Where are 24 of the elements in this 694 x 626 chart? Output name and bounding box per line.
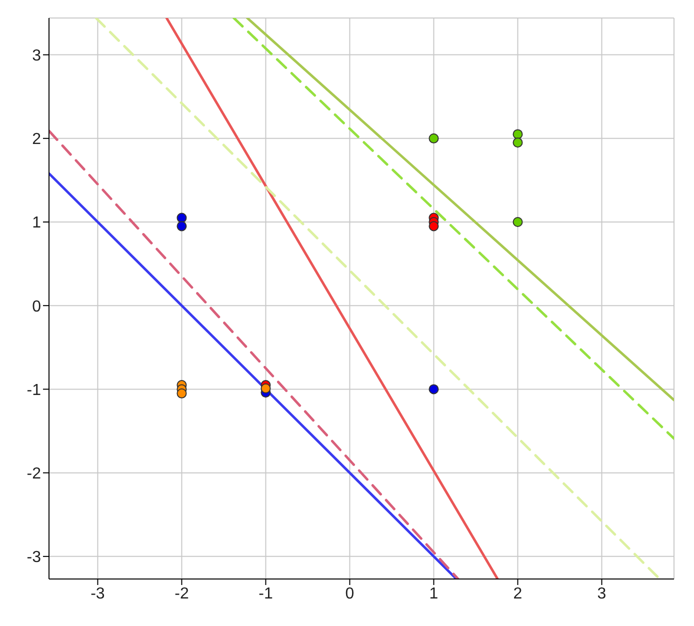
point <box>260 383 271 394</box>
x-tick-label: 2 <box>513 585 522 602</box>
y-tick-label: -1 <box>26 382 42 399</box>
y-tick-label: 3 <box>32 47 42 64</box>
x-tick-label: -1 <box>258 585 273 602</box>
point <box>176 212 187 223</box>
y-tick-label: -3 <box>26 549 42 566</box>
point <box>176 221 187 232</box>
point <box>512 138 523 148</box>
point <box>176 388 187 398</box>
x-tick-label: -2 <box>174 585 189 602</box>
point <box>428 221 439 232</box>
x-tick-label: 3 <box>597 585 606 602</box>
x-tick-label: 1 <box>429 585 438 602</box>
point <box>428 384 439 394</box>
point <box>512 129 523 140</box>
y-tick-label: 1 <box>32 214 42 232</box>
y-tick-label: 2 <box>32 131 42 148</box>
point <box>428 133 439 144</box>
x-tick-label: -3 <box>90 585 105 602</box>
y-tick-label: -2 <box>26 466 42 482</box>
x-tick-label: 0 <box>345 585 354 602</box>
point <box>512 216 523 228</box>
y-tick-label: 0 <box>32 298 42 316</box>
